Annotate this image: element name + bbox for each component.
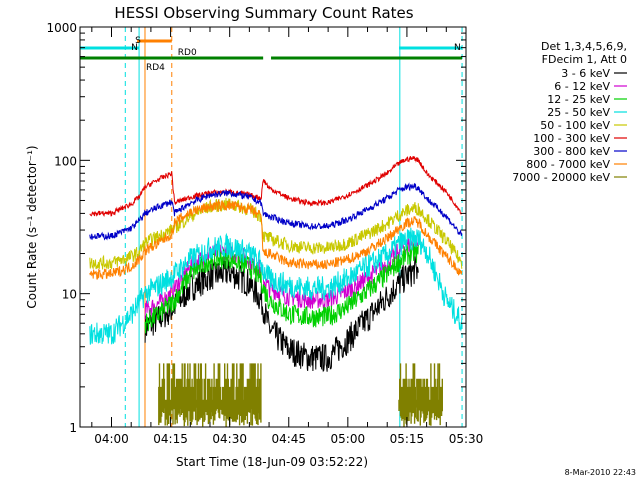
series-line-8 (158, 363, 443, 427)
x-tick-label-0: 04:00 (94, 432, 129, 446)
series-line-2 (144, 241, 419, 334)
x-tick-label-5: 05:15 (390, 432, 425, 446)
series-line-6 (89, 182, 463, 241)
y-tick-label-3: 1000 (46, 21, 77, 35)
plot-frame (79, 26, 467, 428)
axes: 1 10 100 1000 04:00 04:15 04:30 04:45 05:00 05:15… (46, 21, 483, 446)
legend-label-4: 50 - 100 keV (540, 119, 610, 132)
series-line-3 (89, 227, 463, 345)
legend-header-1: FDecim 1, Att 0 (542, 53, 627, 66)
chart-title: HESSI Observing Summary Count Rates (114, 4, 413, 22)
legend-label-6: 300 - 800 keV (533, 145, 610, 158)
legend-label-0: 3 - 6 keV (561, 67, 610, 80)
series-line-5 (89, 156, 463, 217)
x-tick-label-2: 04:30 (212, 432, 247, 446)
x-axis-label: Start Time (18-Jun-09 03:52:22) (176, 455, 368, 469)
y-axis-label: Count Rate (s⁻¹ detector⁻¹) (25, 145, 39, 308)
y-tick-label-1: 10 (62, 288, 77, 302)
x-tick-label-6: 05:30 (449, 432, 484, 446)
state-label-0: S (135, 36, 141, 46)
legend-label-7: 800 - 7000 keV (526, 158, 610, 171)
series-line-7 (89, 199, 463, 280)
state-label-4: RD0 (178, 48, 197, 58)
state-label-3: RD4 (146, 63, 165, 73)
state-label-2: N (454, 43, 461, 53)
y-tick-label-0: 1 (69, 421, 77, 435)
x-tick-label-3: 04:45 (271, 432, 306, 446)
y-tick-label-2: 100 (54, 154, 77, 168)
legend-header-0: Det 1,3,4,5,6,9, (541, 40, 627, 53)
legend-label-1: 6 - 12 keV (554, 80, 610, 93)
legend-label-3: 25 - 50 keV (547, 106, 610, 119)
state-label-1: N (131, 43, 138, 53)
legend-label-8: 7000 - 20000 keV (512, 171, 610, 184)
legend-label-2: 12 - 25 keV (547, 93, 610, 106)
x-tick-label-4: 05:00 (331, 432, 366, 446)
x-tick-label-1: 04:15 (153, 432, 188, 446)
legend-label-5: 100 - 300 keV (533, 132, 610, 145)
legend: Det 1,3,4,5,6,9,FDecim 1, Att 03 - 6 keV… (512, 40, 627, 184)
footer-timestamp: 8-Mar-2010 22:43 (565, 468, 636, 477)
